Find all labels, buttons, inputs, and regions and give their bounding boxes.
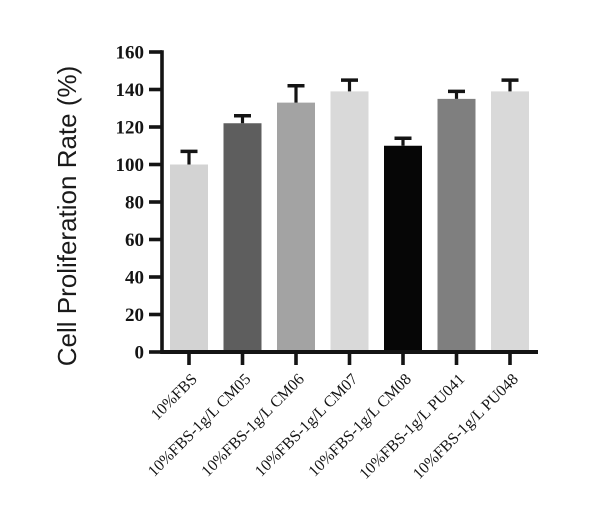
y-tick-label: 160: [116, 43, 145, 64]
x-category-label: 10%FBS-1g/L CM08: [305, 371, 414, 480]
bars-group: [170, 91, 529, 354]
bar: [330, 91, 369, 354]
y-tick-label: 80: [125, 193, 144, 214]
y-tick-label: 60: [125, 230, 144, 251]
x-category-label: 10%FBS-1g/L CM07: [252, 371, 361, 480]
y-axis-title: Cell Proliferation Rate (%): [52, 66, 82, 367]
y-tick-label: 100: [116, 155, 145, 176]
y-tick-label: 40: [125, 268, 144, 289]
bar: [384, 145, 422, 354]
bar: [491, 91, 529, 354]
error-bars-group: [180, 78, 519, 165]
bar: [277, 102, 315, 354]
x-category-label: 10%FBS-1g/L CM05: [145, 371, 254, 480]
y-tick-label: 120: [116, 118, 145, 139]
x-category-label: 10%FBS: [148, 371, 201, 424]
y-tick-label: 0: [135, 343, 145, 364]
y-tick-labels-group: 0 20 40 60 80 100 120 140 160: [116, 43, 145, 364]
y-tick-label: 20: [125, 305, 144, 326]
x-category-label: 10%FBS-1g/L CM06: [198, 371, 307, 480]
bar: [170, 164, 208, 354]
axes-group: [149, 50, 538, 365]
bar: [223, 123, 262, 354]
bar: [437, 98, 476, 354]
x-category-label: 10%FBS-1g/L PU048: [410, 371, 522, 483]
y-tick-label: 140: [116, 80, 145, 101]
x-category-label: 10%FBS-1g/L PU041: [356, 371, 468, 483]
